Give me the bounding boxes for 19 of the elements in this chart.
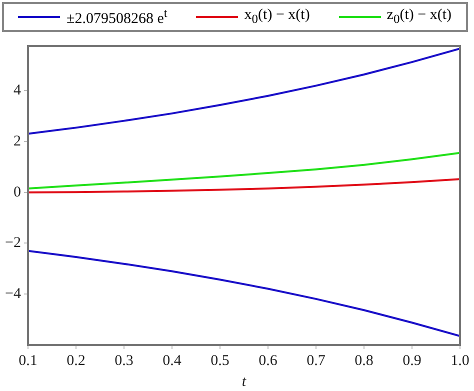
x-axis-title: t <box>242 374 247 390</box>
x-tick-label: 0.5 <box>210 352 230 369</box>
y-tick-label: 2 <box>13 133 21 150</box>
x-tick-label: 0.2 <box>66 352 86 369</box>
y-tick-label: −4 <box>4 286 22 302</box>
x-tick-label: 0.6 <box>258 352 278 369</box>
y-tick-label: 0 <box>13 184 21 200</box>
x-tick-label: 1.0 <box>450 352 470 369</box>
legend-label: z$_{0}$(t) − x(t) <box>386 7 452 27</box>
x-tick-label: 0.8 <box>354 352 374 369</box>
legend-label: x$_{0}$(t) − x(t) <box>244 7 310 27</box>
x-tick-label: 0.4 <box>162 352 182 369</box>
x-tick-label: 0.7 <box>306 352 326 369</box>
y-tick-label: 4 <box>13 82 22 98</box>
y-tick-label: −2 <box>4 235 21 252</box>
legend-label: ±2.079508268 e$^{t}$ <box>66 6 168 28</box>
x-tick-label: 0.9 <box>402 352 422 369</box>
x-tick-label: 0.3 <box>114 352 134 369</box>
x-tick-label: 0.1 <box>18 352 38 369</box>
